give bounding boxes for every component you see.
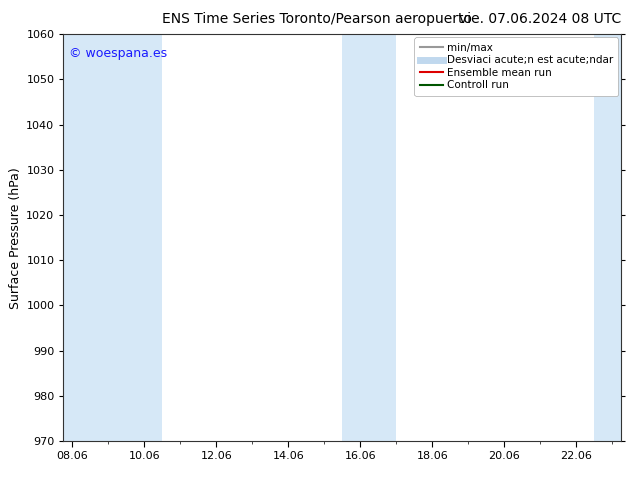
- Bar: [342, 34, 396, 441]
- Y-axis label: Surface Pressure (hPa): Surface Pressure (hPa): [9, 167, 22, 309]
- Bar: [108, 34, 162, 441]
- Legend: min/max, Desviaci acute;n est acute;ndar, Ensemble mean run, Controll run: min/max, Desviaci acute;n est acute;ndar…: [415, 37, 618, 96]
- Bar: [63, 34, 108, 441]
- Text: vie. 07.06.2024 08 UTC: vie. 07.06.2024 08 UTC: [459, 12, 621, 26]
- Text: ENS Time Series Toronto/Pearson aeropuerto: ENS Time Series Toronto/Pearson aeropuer…: [162, 12, 472, 26]
- Bar: [594, 34, 621, 441]
- Text: © woespana.es: © woespana.es: [69, 47, 167, 59]
